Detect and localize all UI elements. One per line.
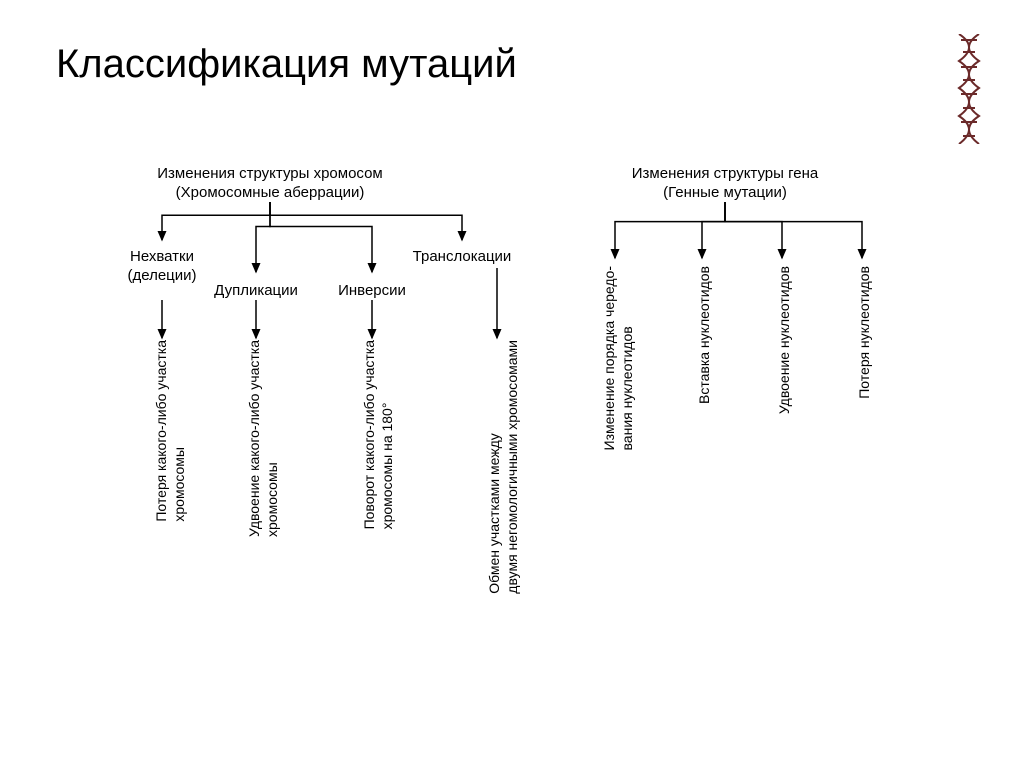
diagram-node-d_dup: Удвоение какого-либо участка хромосомы bbox=[245, 340, 281, 537]
diagram-node-chrom_root: Изменения структуры хромосом (Хромосомны… bbox=[130, 165, 410, 203]
diagram-node-trans: Транслокации bbox=[402, 248, 522, 267]
diagram-node-g_ins: Вставка нуклеотидов bbox=[695, 266, 713, 404]
diagram-node-del: Нехватки (делеции) bbox=[107, 248, 217, 286]
diagram-node-d_inv: Поворот какого-либо участка хромосомы на… bbox=[360, 340, 396, 529]
diagram-node-g_loss: Потеря нуклеотидов bbox=[855, 266, 873, 399]
diagram-node-dup: Дупликации bbox=[201, 282, 311, 301]
diagram-node-inv: Инверсии bbox=[322, 282, 422, 301]
diagram-node-g_ord: Изменение порядка чередо- вания нуклеоти… bbox=[600, 266, 636, 450]
diagram-node-gene_root: Изменения структуры гена (Генные мутации… bbox=[600, 165, 850, 203]
diagram-node-d_del: Потеря какого-либо участка хромосомы bbox=[152, 340, 188, 522]
diagram-nodes: Изменения структуры хромосом (Хромосомны… bbox=[0, 0, 1023, 768]
diagram-node-g_ddup: Удвоение нуклеотидов bbox=[775, 266, 793, 414]
diagram-node-d_trans: Обмен участками между двумя негомологичн… bbox=[485, 340, 521, 594]
